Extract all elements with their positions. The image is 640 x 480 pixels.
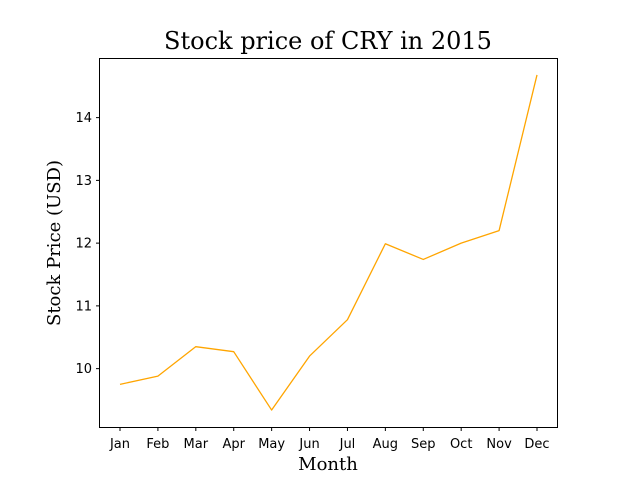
x-tick-label: Sep <box>411 437 436 452</box>
plot-area <box>99 58 558 428</box>
x-tick-label: Feb <box>146 437 169 452</box>
x-tick-label: Jan <box>109 437 130 452</box>
x-tick-label: Mar <box>184 437 209 452</box>
x-axis-label: Month <box>298 454 358 475</box>
x-axis: Jan Feb Mar Apr May Jun Jul Aug Sep Oct Nov Dec <box>109 427 550 452</box>
plot-frame <box>99 58 558 428</box>
y-tick-label: 13 <box>75 174 92 189</box>
series-line <box>119 74 538 411</box>
x-tick-label: Nov <box>486 437 512 452</box>
y-axis: 10 11 12 13 14 <box>75 111 100 377</box>
x-tick-label: Oct <box>450 437 472 452</box>
x-tick-label: Dec <box>524 437 549 452</box>
y-axis-label: Stock Price (USD) <box>44 160 65 326</box>
x-tick-label: Jul <box>339 437 356 452</box>
x-tick-label: Aug <box>373 437 398 452</box>
chart-title: Stock price of CRY in 2015 <box>164 27 492 55</box>
x-tick-label: Jun <box>298 437 319 452</box>
x-tick-label: May <box>258 437 285 452</box>
y-tick-label: 10 <box>75 362 92 377</box>
y-tick-label: 14 <box>75 111 92 126</box>
x-tick-label: Apr <box>222 437 245 452</box>
y-tick-label: 11 <box>75 299 92 314</box>
y-tick-label: 12 <box>75 237 92 252</box>
series-layer <box>119 74 538 411</box>
